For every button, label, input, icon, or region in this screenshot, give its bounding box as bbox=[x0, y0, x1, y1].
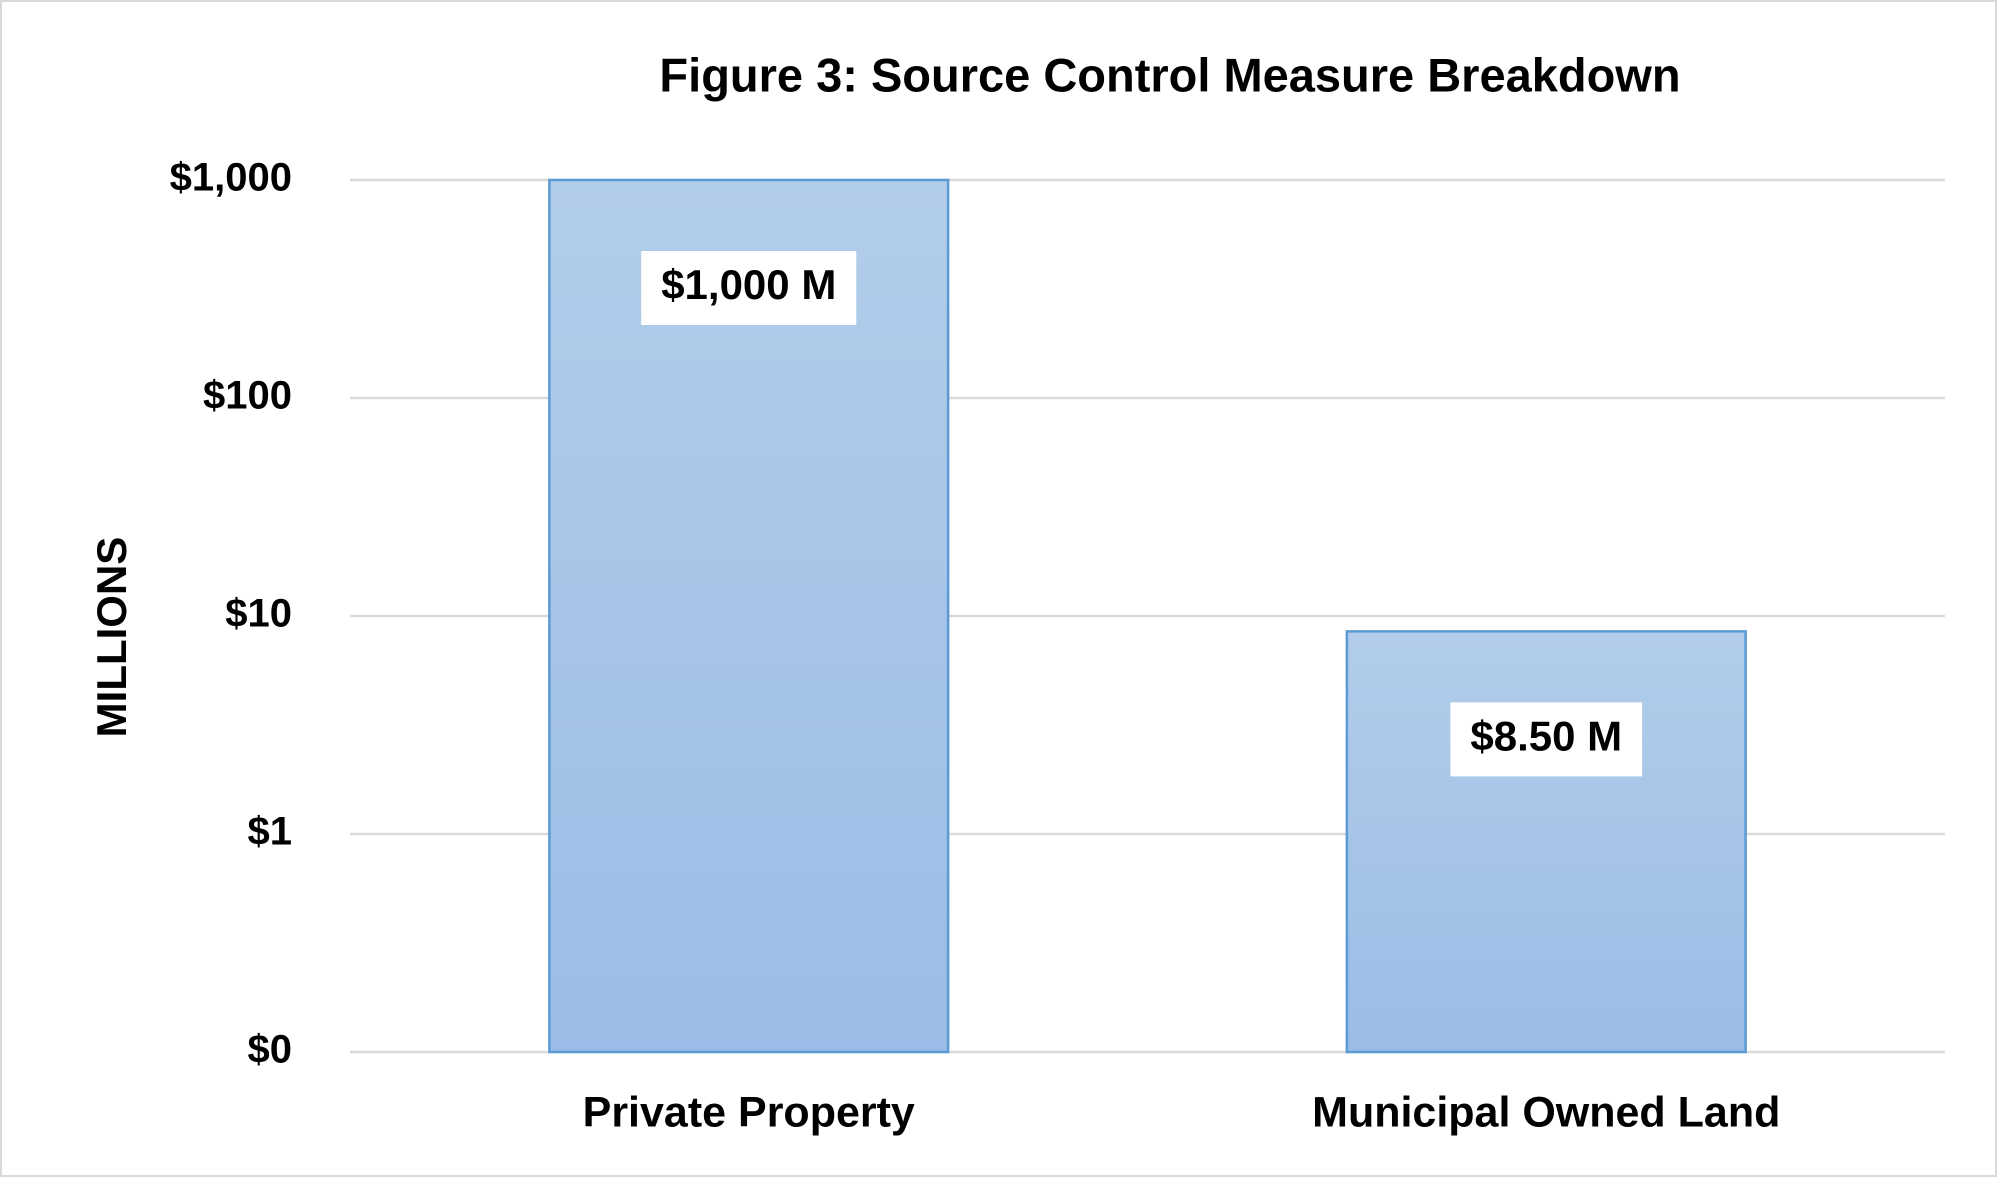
chart-title: Figure 3: Source Control Measure Breakdo… bbox=[659, 48, 1680, 101]
data-label-box bbox=[641, 251, 857, 325]
y-tick-label: $10 bbox=[225, 592, 292, 636]
y-tick-label: $1 bbox=[248, 810, 293, 854]
data-label: $1,000 M bbox=[661, 261, 836, 308]
bar bbox=[548, 178, 950, 1054]
bar bbox=[1345, 630, 1747, 1054]
x-tick-label: Private Property bbox=[583, 1088, 915, 1136]
y-tick-label: $100 bbox=[203, 374, 292, 418]
y-axis-title: MILLIONS bbox=[88, 537, 135, 738]
y-tick-label: $0 bbox=[248, 1028, 293, 1072]
data-label-box bbox=[1450, 702, 1643, 777]
x-tick-label: Municipal Owned Land bbox=[1312, 1088, 1780, 1136]
data-label: $8.50 M bbox=[1470, 712, 1622, 759]
y-tick-label: $1,000 bbox=[170, 156, 292, 200]
